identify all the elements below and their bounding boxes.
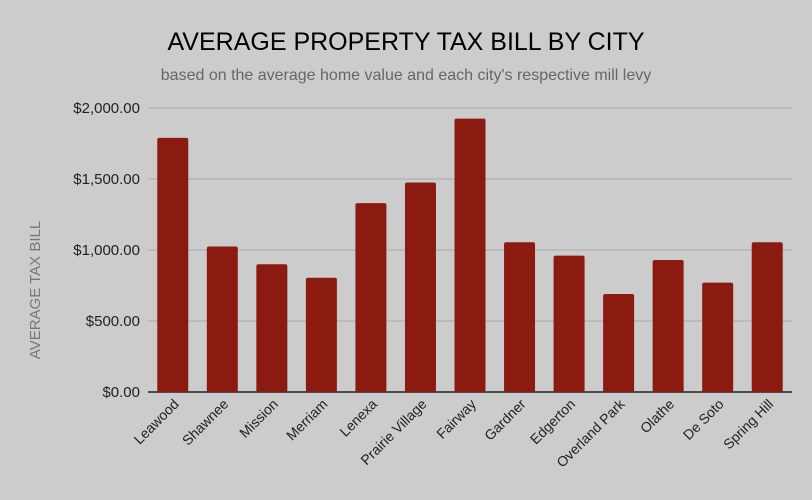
bar-olathe — [652, 259, 684, 392]
x-tick-label: Gardner — [481, 396, 529, 444]
bar-lenexa — [355, 203, 387, 392]
bar-gardner — [504, 242, 536, 392]
x-tick-label: Lenexa — [336, 396, 380, 440]
x-tick-label: Mission — [236, 396, 281, 441]
bar-shawnee — [206, 246, 238, 392]
y-tick-label: $500.00 — [86, 313, 140, 330]
y-tick-label: $1,000.00 — [73, 242, 140, 259]
bar-spring-hill — [751, 242, 783, 392]
x-tick-label: Merriam — [283, 396, 331, 444]
x-tick-label: Olathe — [637, 396, 678, 437]
x-tick-label: Edgerton — [527, 396, 578, 447]
bar-de-soto — [702, 282, 734, 392]
y-tick-label: $2,000.00 — [73, 100, 140, 117]
chart-title: AVERAGE PROPERTY TAX BILL BY CITY — [167, 28, 644, 56]
y-axis-label: AVERAGE TAX BILL — [27, 221, 44, 359]
bar-overland-park — [603, 294, 635, 392]
chart-subtitle: based on the average home value and each… — [161, 67, 651, 84]
y-tick-label: $1,500.00 — [73, 171, 140, 188]
x-tick-label: Shawnee — [179, 396, 232, 449]
x-tick-label: Fairway — [433, 396, 479, 442]
bar-prairie-village — [404, 182, 436, 392]
bar-merriam — [305, 277, 337, 392]
x-tick-label: Spring Hill — [720, 396, 776, 452]
x-tick-label: Leawood — [130, 396, 181, 447]
y-tick-label: $0.00 — [102, 384, 140, 401]
bar-mission — [256, 264, 288, 392]
bar-leawood — [157, 137, 189, 392]
bar-fairway — [454, 118, 486, 393]
x-tick-label: De Soto — [680, 396, 727, 443]
bar-edgerton — [553, 255, 585, 392]
